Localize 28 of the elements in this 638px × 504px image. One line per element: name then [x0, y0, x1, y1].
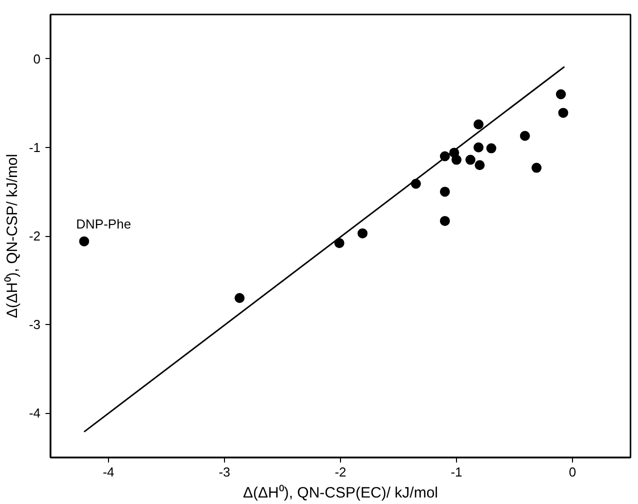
y-tick-label: -4 [28, 406, 41, 421]
point [520, 130, 530, 141]
x-axis-title: Δ(ΔH⁰), QN-CSP(EC)/ kJ/mol [242, 484, 438, 502]
point [440, 186, 450, 197]
point [234, 293, 245, 304]
point [79, 236, 90, 246]
point [532, 162, 542, 173]
x-tick-label: 0 [568, 464, 576, 480]
x-tick-label: -1 [450, 464, 462, 480]
annotation: DNP-Phe [76, 216, 132, 232]
point [440, 216, 450, 226]
point [486, 143, 496, 154]
y-axis-title: Δ(ΔH⁰), QN-CSP/ kJ/mol [4, 154, 21, 318]
point [465, 154, 476, 165]
x-tick-label: -3 [218, 464, 230, 480]
y-tick-label: 0 [33, 51, 41, 66]
point [452, 154, 462, 165]
point [558, 108, 568, 118]
point [474, 160, 485, 170]
point [474, 142, 484, 152]
y-tick-label: -2 [28, 228, 41, 244]
y-tick-label: -3 [28, 317, 41, 332]
point [556, 89, 566, 100]
point [474, 119, 484, 130]
x-tick-label: -2 [334, 464, 346, 480]
y-tick-label: -1 [28, 140, 41, 155]
x-tick-label: -4 [102, 464, 114, 480]
point [358, 228, 368, 238]
